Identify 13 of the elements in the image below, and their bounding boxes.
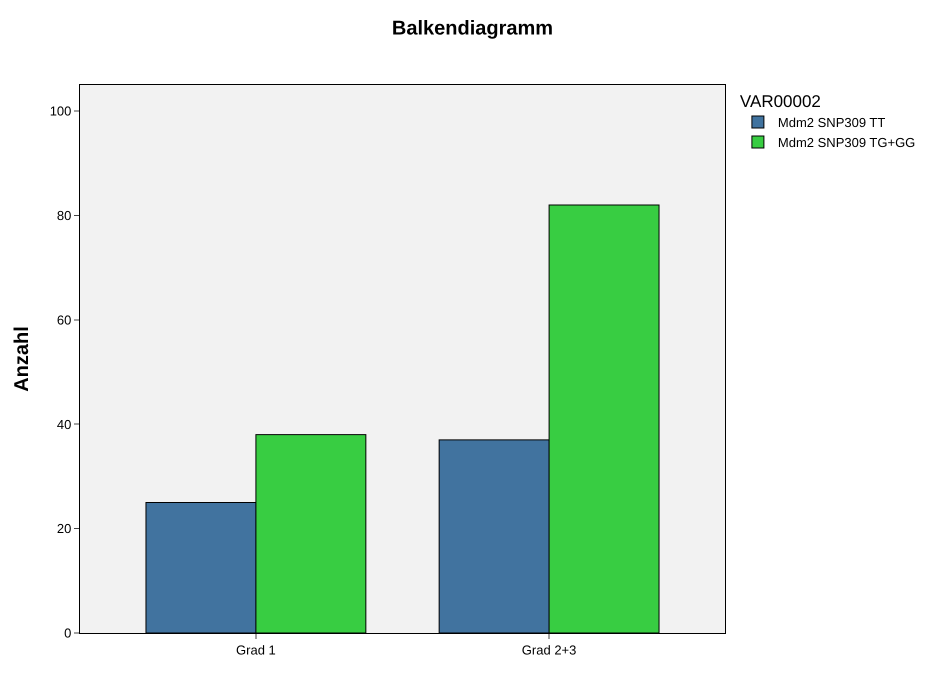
legend-label: Mdm2 SNP309 TG+GG xyxy=(778,135,916,150)
x-tick-label: Grad 2+3 xyxy=(522,642,576,658)
y-tick-label: 100 xyxy=(50,104,72,119)
y-tick-label: 20 xyxy=(56,521,72,536)
y-axis-title: Anzahl xyxy=(11,326,34,392)
legend-label: Mdm2 SNP309 TT xyxy=(778,115,886,130)
x-tick-label: Grad 1 xyxy=(236,642,276,658)
y-tick-label: 80 xyxy=(56,208,72,224)
legend-title: VAR00002 xyxy=(740,92,821,112)
y-tick-label: 0 xyxy=(64,626,72,641)
y-tick-label: 60 xyxy=(56,312,72,328)
y-tick-label: 40 xyxy=(56,416,72,432)
chart-title: Balkendiagramm xyxy=(392,17,554,40)
